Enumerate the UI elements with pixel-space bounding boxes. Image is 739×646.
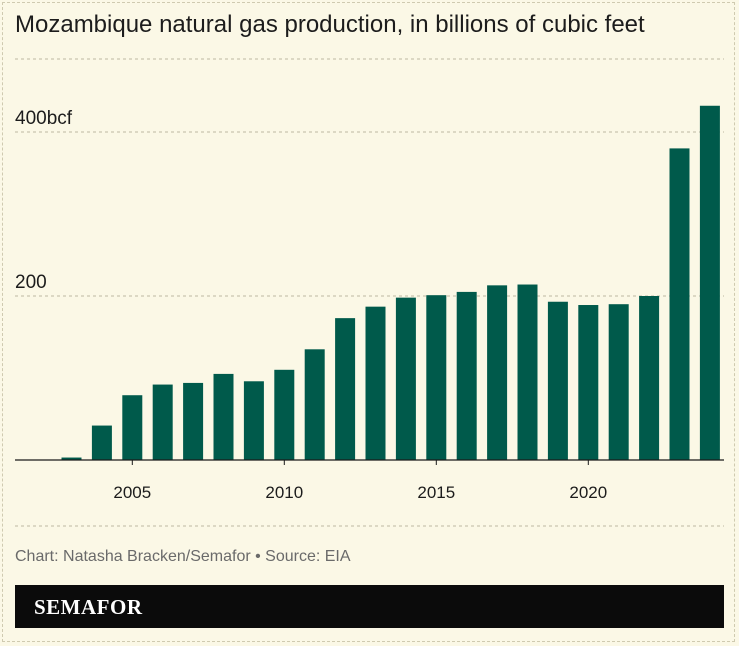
y-tick-label: 200 xyxy=(15,272,47,293)
x-tick-label: 2010 xyxy=(265,483,303,502)
bar xyxy=(365,306,386,460)
bar xyxy=(183,382,204,460)
bar xyxy=(61,457,82,460)
bar xyxy=(608,304,629,460)
chart-title: Mozambique natural gas production, in bi… xyxy=(15,11,645,38)
x-tick-label: 2005 xyxy=(113,483,151,502)
bar xyxy=(274,369,295,460)
axis-layer: 200 400bcf 2005 2010 2015 2020 xyxy=(15,108,724,502)
bar xyxy=(578,305,599,460)
x-tick-label: 2020 xyxy=(569,483,607,502)
bar xyxy=(426,295,447,460)
bar xyxy=(122,395,143,460)
semafor-logo: SEMAFOR xyxy=(34,595,143,619)
bar xyxy=(243,381,264,460)
bar xyxy=(547,301,568,460)
bar xyxy=(335,318,356,460)
chart-credit: Chart: Natasha Bracken/Semafor • Source:… xyxy=(15,548,351,565)
bar xyxy=(456,291,477,460)
bar xyxy=(517,284,538,460)
bar xyxy=(669,148,690,460)
bar-layer xyxy=(61,105,720,460)
bar xyxy=(152,384,173,460)
grid-layer xyxy=(15,58,724,527)
bar xyxy=(699,105,720,460)
brand-footer: SEMAFOR xyxy=(15,585,724,628)
bar xyxy=(639,296,660,460)
bar xyxy=(91,425,112,460)
bar xyxy=(213,373,234,460)
x-tick-label: 2015 xyxy=(417,483,455,502)
bar xyxy=(304,349,325,460)
bar xyxy=(487,285,508,460)
bar xyxy=(395,297,416,460)
y-tick-label: 400bcf xyxy=(15,108,73,129)
